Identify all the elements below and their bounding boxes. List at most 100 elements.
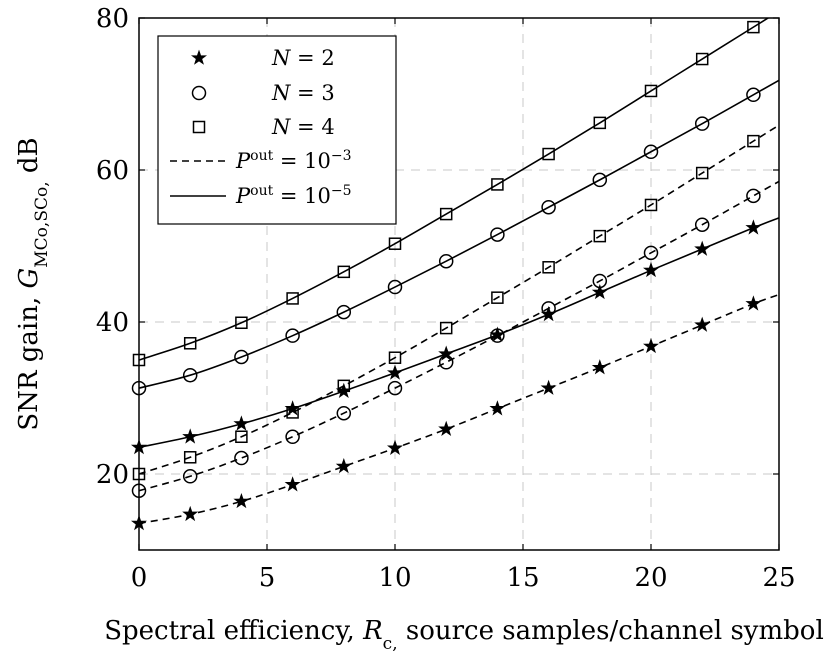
series-2-marker bbox=[643, 261, 659, 278]
series-5-marker bbox=[644, 198, 658, 212]
series-2-marker bbox=[694, 240, 711, 256]
legend-label: N = 3 bbox=[271, 81, 335, 105]
axis-ticks: 0 5 10 15 20 25 20 40 60 80 bbox=[96, 4, 796, 593]
series-6-marker bbox=[593, 116, 607, 130]
series-5-marker bbox=[337, 379, 351, 393]
series-1-marker bbox=[233, 492, 250, 509]
series-4-marker bbox=[336, 304, 352, 320]
series-2-marker bbox=[182, 428, 199, 444]
series-5-marker bbox=[388, 351, 402, 364]
series-1-marker bbox=[387, 439, 403, 455]
series-2-marker bbox=[438, 345, 455, 361]
series-6-marker bbox=[695, 52, 709, 66]
series-6-marker bbox=[542, 147, 555, 161]
series-line-6 bbox=[139, 18, 770, 361]
series-4-marker bbox=[490, 227, 505, 242]
series-1-marker bbox=[694, 316, 711, 332]
series-6-marker bbox=[286, 292, 299, 305]
series-1-marker bbox=[643, 337, 659, 354]
legend-label: Pout = 10−5 bbox=[235, 183, 352, 208]
series-3-marker bbox=[694, 217, 710, 232]
series-3-marker bbox=[643, 245, 659, 261]
y-axis-label: SNR gain, GMCo,SCo, dB bbox=[14, 137, 52, 430]
legend-square-marker bbox=[192, 120, 206, 134]
legend: N = 2 N = 3 N = 4 Pout = 10−3 Pout = 10−5 bbox=[157, 35, 397, 225]
series-5-marker bbox=[593, 229, 607, 243]
series-line-5 bbox=[139, 124, 779, 475]
series-1-marker bbox=[335, 457, 352, 474]
series-6-marker bbox=[337, 265, 351, 279]
legend-box bbox=[157, 35, 397, 225]
series-3-marker bbox=[438, 355, 454, 370]
series-4-marker bbox=[182, 367, 198, 383]
x-tick-label: 20 bbox=[634, 563, 667, 593]
x-tick-label: 0 bbox=[131, 563, 148, 593]
series-line-1 bbox=[139, 293, 779, 525]
series-1-marker bbox=[489, 400, 506, 416]
series-5-marker bbox=[491, 291, 504, 304]
series-4-marker bbox=[438, 253, 454, 269]
series-2-marker bbox=[233, 415, 250, 431]
series-6-marker bbox=[388, 237, 402, 250]
x-axis-label: Spectral efficiency, Rc, source samples/… bbox=[104, 616, 824, 651]
series-4-marker bbox=[643, 144, 659, 160]
series-3-marker bbox=[285, 429, 300, 445]
series-1-marker bbox=[540, 379, 557, 395]
series-5-marker bbox=[286, 406, 299, 419]
series-4-marker bbox=[387, 279, 403, 295]
series-3-marker bbox=[182, 469, 198, 484]
series-6-marker bbox=[491, 178, 504, 191]
series-4-marker bbox=[746, 87, 761, 103]
series-3-marker bbox=[234, 450, 249, 466]
series-1-marker bbox=[745, 295, 762, 311]
legend-label: N = 2 bbox=[271, 46, 335, 70]
series-3-marker bbox=[387, 380, 403, 396]
series-5-marker bbox=[183, 451, 197, 464]
legend-label: N = 4 bbox=[271, 115, 335, 139]
y-tick-label: 80 bbox=[96, 4, 129, 34]
series-3-marker bbox=[541, 301, 556, 316]
x-axis-label-prefix: Spectral efficiency, Rc, source samples/… bbox=[104, 616, 824, 651]
series-2-marker bbox=[745, 219, 762, 235]
series-6-marker bbox=[235, 316, 248, 330]
series-line-4 bbox=[139, 79, 779, 389]
series-5-marker bbox=[439, 321, 453, 335]
x-tick-label: 5 bbox=[259, 563, 276, 593]
series-2-marker bbox=[591, 283, 608, 300]
series-4-marker bbox=[285, 328, 300, 343]
series-1-marker bbox=[284, 476, 301, 492]
series-5-marker bbox=[747, 134, 760, 148]
series-line-3 bbox=[139, 180, 779, 492]
series-1-marker bbox=[182, 505, 199, 522]
legend-star-marker bbox=[191, 49, 207, 65]
series-4-marker bbox=[592, 172, 608, 188]
series-2-marker bbox=[387, 364, 403, 380]
x-tick-label: 10 bbox=[378, 563, 411, 593]
series-4-marker bbox=[234, 349, 249, 365]
y-tick-label: 40 bbox=[96, 308, 129, 338]
series-1-marker bbox=[438, 420, 455, 436]
series-3-marker bbox=[336, 405, 352, 421]
y-axis-label-prefix: SNR gain, GMCo,SCo, dB bbox=[14, 137, 52, 430]
series-5-marker bbox=[695, 166, 709, 180]
series-3-marker bbox=[746, 188, 761, 204]
series-4-marker bbox=[694, 116, 710, 131]
series-6-marker bbox=[439, 207, 453, 221]
series-1-marker bbox=[591, 359, 608, 375]
series-3-marker bbox=[592, 273, 608, 289]
x-tick-label: 15 bbox=[506, 563, 539, 593]
series-6-marker bbox=[644, 84, 658, 98]
legend-label: Pout = 10−3 bbox=[235, 148, 352, 173]
series-2-marker bbox=[540, 305, 557, 322]
y-tick-label: 20 bbox=[96, 460, 129, 490]
series-6-marker bbox=[747, 20, 760, 34]
y-tick-label: 60 bbox=[96, 156, 129, 186]
plot-frame bbox=[138, 17, 780, 551]
series-4-marker bbox=[541, 199, 556, 215]
markers bbox=[131, 20, 762, 531]
series-5-marker bbox=[542, 261, 555, 274]
series-5-marker bbox=[235, 430, 248, 444]
series-3-marker bbox=[490, 328, 505, 343]
series-6-marker bbox=[183, 337, 197, 350]
